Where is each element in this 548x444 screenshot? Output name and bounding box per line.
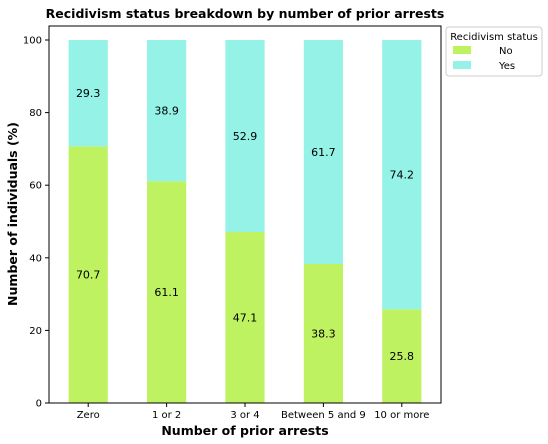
data-label-no-1: 61.1	[154, 286, 179, 299]
data-label-no-0: 70.7	[76, 269, 101, 282]
y-tick-label: 60	[29, 181, 42, 192]
bar-no-2	[225, 232, 265, 403]
bar-yes-3	[303, 40, 343, 264]
legend-title: Recidivism status	[450, 32, 538, 43]
bar-yes-4	[382, 40, 422, 310]
data-labels-layer: 70.7 29.3 61.1 38.9 47.1 52.9 38.3 61.7 25.8 74.2	[76, 87, 414, 363]
x-tick-label: 10 or more	[374, 410, 429, 421]
legend-swatch-yes	[453, 61, 471, 69]
bar-no-1	[147, 181, 187, 403]
x-tick-label: Between 5 and 9	[281, 410, 366, 421]
data-label-yes-2: 52.9	[233, 130, 258, 143]
legend: Recidivism status No Yes	[445, 26, 543, 77]
x-tick-label: 1 or 2	[152, 410, 181, 421]
data-label-yes-0: 29.3	[76, 87, 101, 100]
y-tick-label: 100	[23, 36, 42, 47]
bar-no-3	[303, 263, 343, 403]
data-label-yes-3: 61.7	[311, 146, 336, 159]
y-axis: 0 20 40 60 80 100	[23, 36, 49, 410]
bar-yes-0	[68, 40, 108, 147]
bar-no-0	[68, 146, 108, 403]
legend-label-no: No	[499, 46, 513, 57]
data-label-no-4: 25.8	[390, 350, 415, 363]
data-label-yes-1: 38.9	[154, 105, 179, 118]
bars-layer	[68, 40, 422, 403]
x-tick-label: 3 or 4	[230, 410, 259, 421]
y-tick-label: 0	[36, 399, 42, 410]
legend-label-yes: Yes	[498, 61, 515, 72]
bar-no-4	[382, 309, 422, 403]
data-label-no-3: 38.3	[311, 327, 336, 340]
y-axis-label: Number of individuals (%)	[5, 122, 20, 306]
x-tick-label: Zero	[77, 410, 100, 421]
chart-title: Recidivism status breakdown by number of…	[46, 6, 445, 21]
data-label-yes-4: 74.2	[390, 169, 415, 182]
y-tick-label: 20	[29, 326, 42, 337]
x-axis-label: Number of prior arrests	[161, 423, 328, 438]
bar-yes-1	[147, 40, 187, 182]
y-tick-label: 40	[29, 253, 42, 264]
x-axis: Zero 1 or 2 3 or 4 Between 5 and 9 10 or mor…	[77, 403, 429, 421]
legend-items: No Yes	[453, 46, 515, 72]
bar-yes-2	[225, 40, 265, 233]
y-tick-label: 80	[29, 108, 42, 119]
legend-swatch-no	[453, 46, 471, 54]
data-label-no-2: 47.1	[233, 312, 258, 325]
